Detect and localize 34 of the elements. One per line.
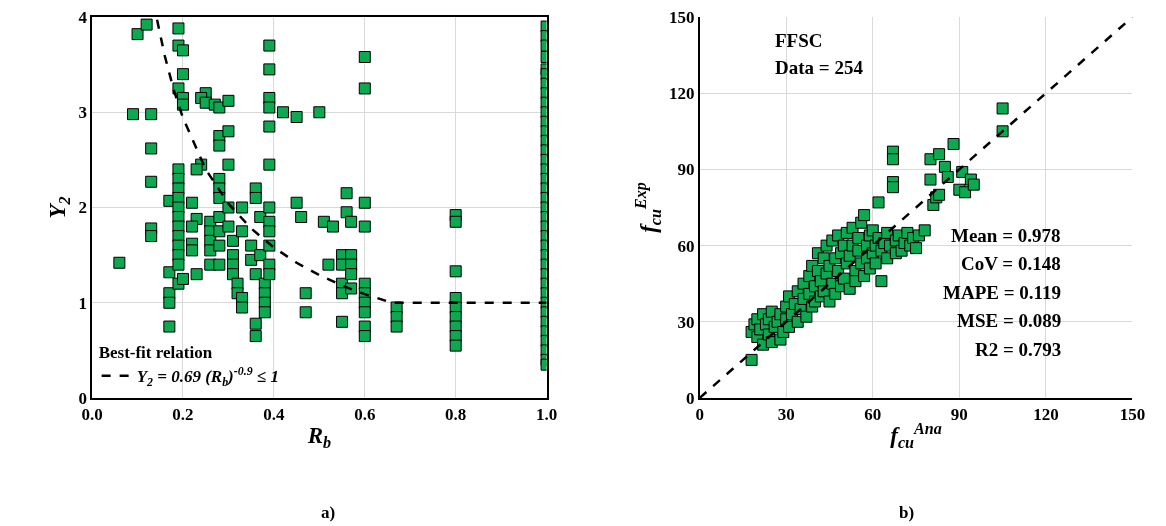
- x-axis-title: R$_{b}$: [306, 423, 332, 452]
- x-tick-label: 60: [864, 405, 882, 425]
- legend-title: Best-fit relation: [98, 343, 213, 363]
- y-tick-label: 1: [78, 293, 87, 313]
- x-tick-label: 30: [777, 405, 795, 425]
- x-tick-label: 0.8: [445, 405, 467, 425]
- legend-label: Y$_{2}$ = 0.69 (R$_{b}$)$^{-0.9}$ ≤ 1: [136, 364, 279, 390]
- x-tick-label: 150: [1119, 405, 1146, 425]
- text: b): [899, 503, 915, 522]
- y-tick-label: 30: [677, 312, 695, 332]
- y-tick-label: 120: [668, 84, 695, 104]
- annotation: MSE = 0.089: [957, 310, 1062, 331]
- annotation: CoV = 0.148: [961, 253, 1061, 274]
- annotation: R2 = 0.793: [975, 339, 1062, 360]
- y-tick-label: 0: [685, 388, 695, 408]
- x-tick-label: 90: [950, 405, 968, 425]
- y-tick-label: 150: [668, 7, 695, 27]
- x-tick-label: 1.0: [535, 405, 558, 425]
- x-tick-label: 0.4: [263, 405, 286, 425]
- x-tick-label: 120: [1033, 405, 1059, 425]
- x-tick-label: 0.0: [81, 405, 103, 425]
- x-tick-label: 0.6: [354, 405, 376, 425]
- annotation: FFSC: [775, 30, 823, 51]
- x-tick-label: 0.2: [172, 405, 194, 425]
- y-tick-label: 0: [78, 388, 87, 408]
- y-tick-label: 60: [677, 236, 695, 256]
- annotation: Data = 254: [775, 57, 864, 78]
- y-tick-label: 2: [78, 198, 87, 218]
- annotation: Mean = 0.978: [951, 225, 1061, 246]
- y-tick-label: 90: [677, 160, 695, 180]
- y-tick-label: 3: [78, 103, 87, 123]
- annotation: MAPE = 0.119: [943, 282, 1061, 303]
- text: a): [321, 503, 336, 522]
- y-tick-label: 4: [78, 7, 88, 27]
